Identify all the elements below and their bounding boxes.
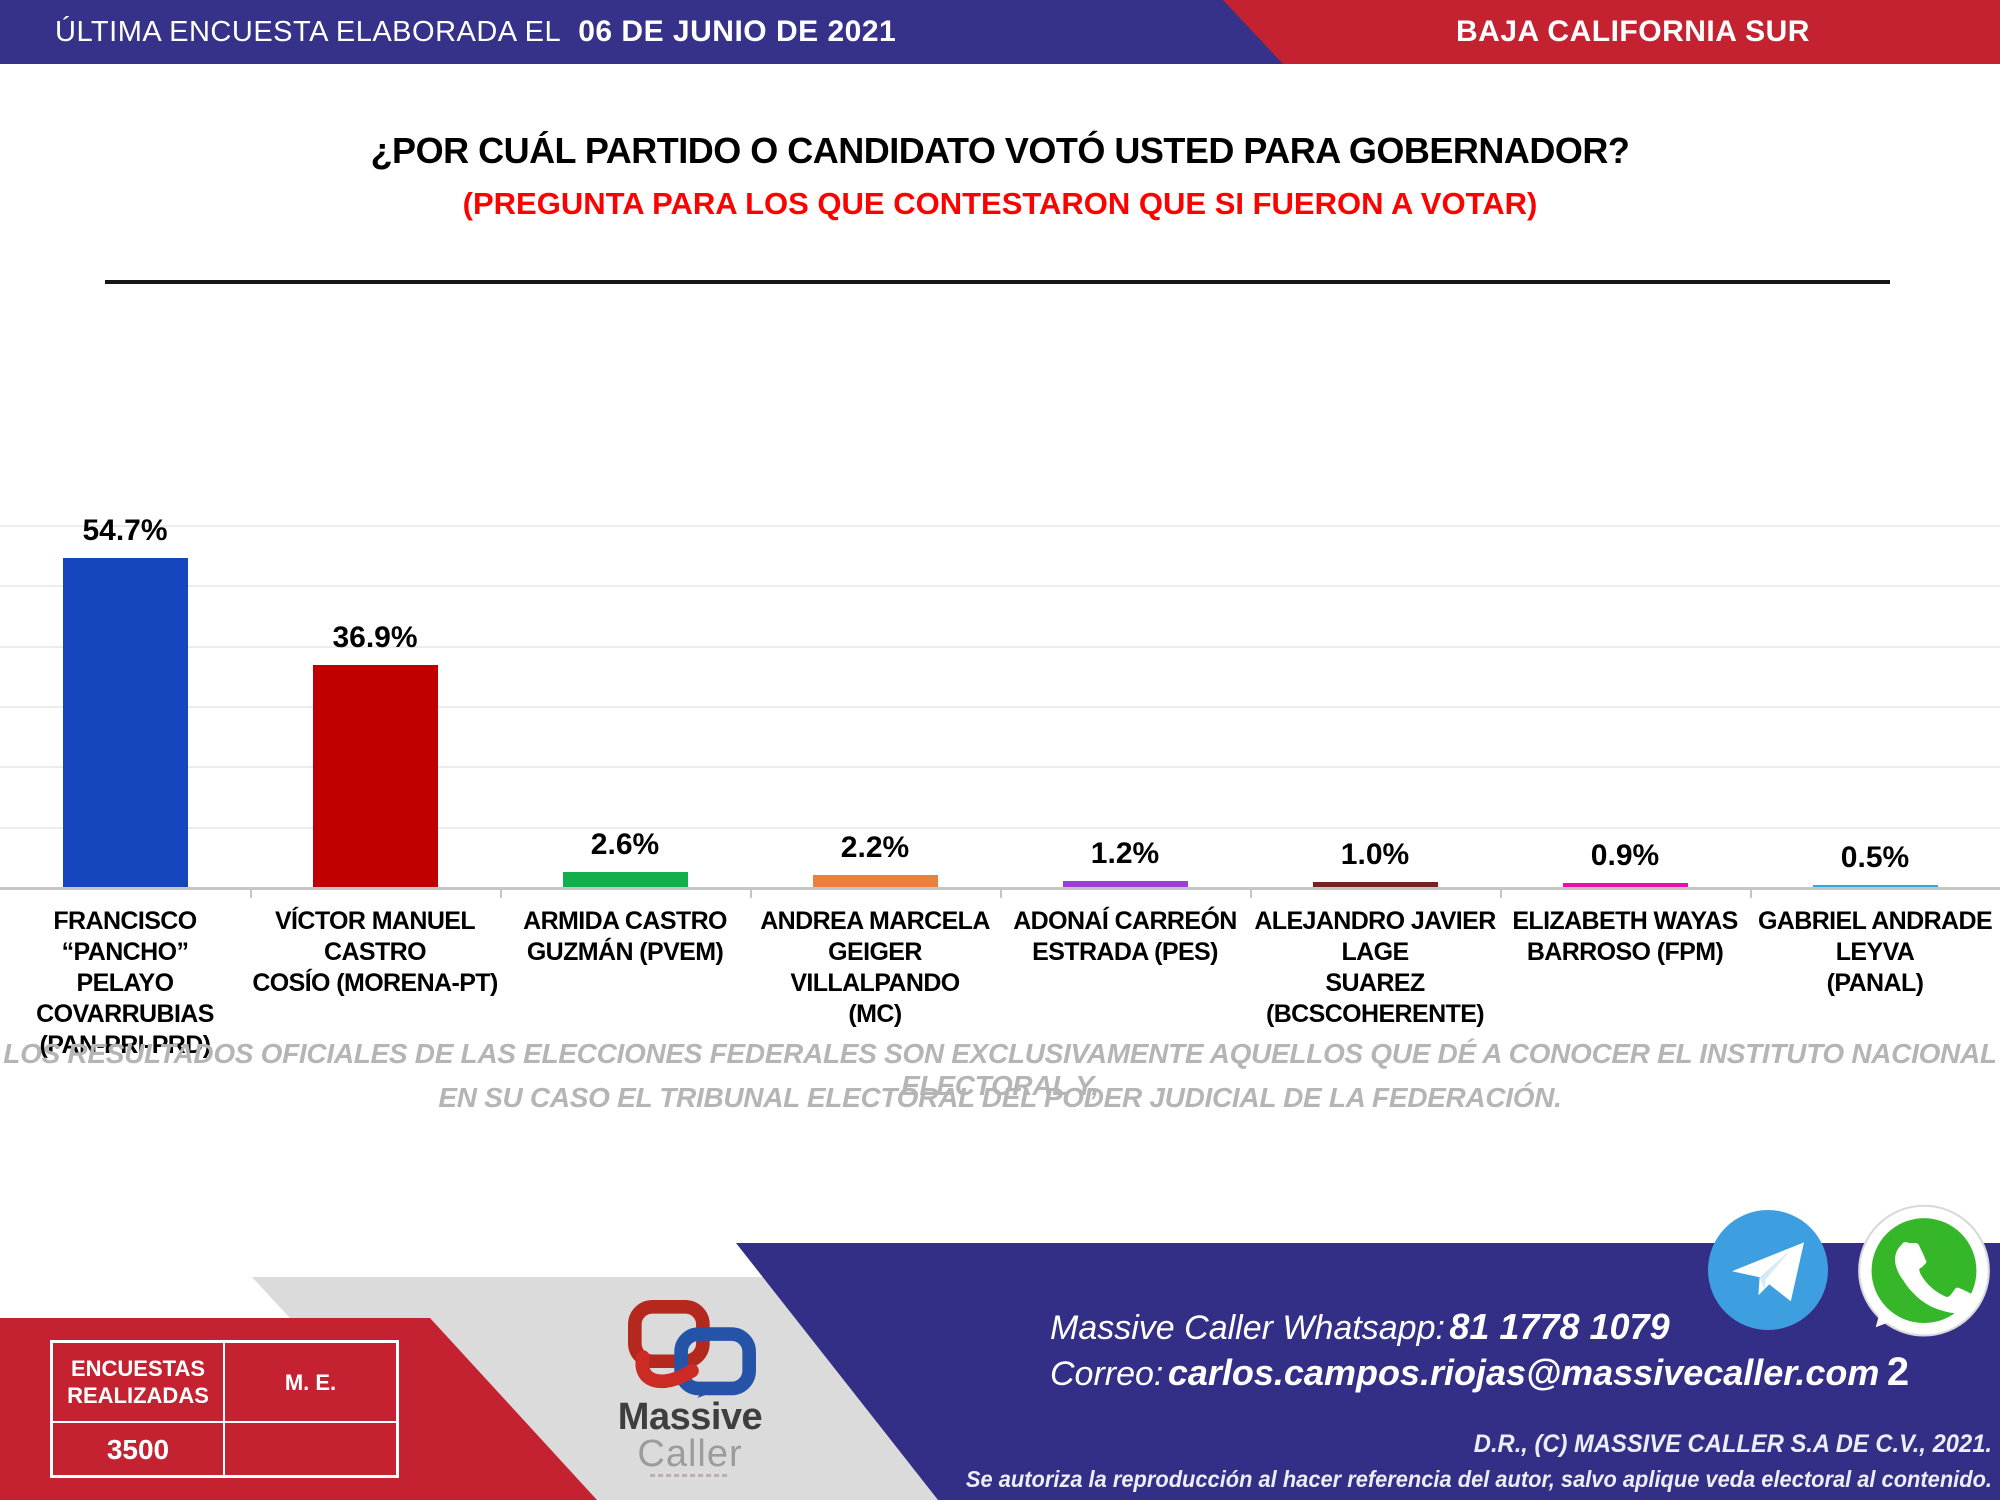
bar-value-label-6: 0.9% bbox=[1590, 839, 1660, 872]
email-address[interactable]: carlos.campos.riojas@massivecaller.com bbox=[1167, 1352, 1880, 1393]
telegram-icon[interactable] bbox=[1708, 1210, 1828, 1330]
bar-value-label-7: 0.5% bbox=[1840, 841, 1910, 874]
survey-date-value: 06 DE JUNIO DE 2021 bbox=[578, 15, 897, 48]
title-divider bbox=[105, 280, 1890, 284]
email-contact-line: Correo: carlos.campos.riojas@massivecall… bbox=[1050, 1352, 1879, 1394]
category-label-5: ALEJANDRO JAVIER LAGE SUAREZ (BCSCOHERENT… bbox=[1254, 907, 1496, 1028]
axis-tick-4 bbox=[1000, 887, 1002, 898]
stats-value-me bbox=[224, 1422, 397, 1476]
category-labels: FRANCISCO “PANCHO” PELAYO COVARRUBIAS (PAN… bbox=[0, 906, 2000, 1059]
gridline-20 bbox=[0, 766, 2000, 769]
page-subtitle: (PREGUNTA PARA LOS QUE CONTESTARON QUE S… bbox=[462, 186, 1538, 221]
stats-value-encuestas: 3500 bbox=[52, 1422, 224, 1476]
category-label-0: FRANCISCO “PANCHO” PELAYO COVARRUBIAS (PAN… bbox=[36, 907, 214, 1059]
axis-tick-7 bbox=[1750, 887, 1752, 898]
page-number: 2 bbox=[1886, 1350, 1910, 1394]
disclaimer-line1: LOS RESULTADOS OFICIALES DE LAS ELECCION… bbox=[3, 1038, 1997, 1101]
whatsapp-label: Massive Caller Whatsapp: bbox=[1050, 1309, 1445, 1347]
logo-word-massive: Massive bbox=[617, 1396, 763, 1438]
gridline-10 bbox=[0, 826, 2000, 829]
chart-bar-4 bbox=[1062, 881, 1188, 888]
bar-value-label-4: 1.2% bbox=[1090, 837, 1160, 870]
bar-value-label-2: 2.6% bbox=[590, 828, 660, 861]
state-name: BAJA CALIFORNIA SUR bbox=[1456, 15, 1810, 48]
category-label-1: VÍCTOR MANUEL CASTRO COSÍO (MORENA-PT) bbox=[252, 907, 498, 997]
bar-value-label-3: 2.2% bbox=[840, 831, 910, 864]
category-label-3: ANDREA MARCELA GEIGER VILLALPANDO (MC) bbox=[760, 907, 990, 1028]
chart-bar-6 bbox=[1562, 883, 1688, 888]
survey-date-label: ÚLTIMA ENCUESTA ELABORADA EL bbox=[55, 16, 562, 48]
copyright-line1: D.R., (C) MASSIVE CALLER S.A DE C.V., 20… bbox=[1473, 1430, 1992, 1458]
category-label-4: ADONAÍ CARREÓN ESTRADA (PES) bbox=[1013, 907, 1237, 966]
axis-tick-6 bbox=[1500, 887, 1502, 898]
axis-tick-3 bbox=[750, 887, 752, 898]
bar-value-label-0: 54.7% bbox=[82, 514, 168, 547]
chart-bar-1 bbox=[312, 665, 438, 888]
gridline-50 bbox=[0, 585, 2000, 588]
logo-word-caller: Caller bbox=[637, 1433, 743, 1475]
email-label: Correo: bbox=[1050, 1355, 1164, 1393]
top-banner bbox=[0, 0, 2000, 64]
category-label-6: ELIZABETH WAYAS BARROSO (FPM) bbox=[1512, 907, 1738, 966]
bar-value-label-1: 36.9% bbox=[332, 621, 418, 654]
survey-stats-table: ENCUESTAS REALIZADAS M. E. 3500 bbox=[50, 1340, 399, 1478]
bar-value-label-5: 1.0% bbox=[1340, 838, 1410, 871]
axis-tick-5 bbox=[1250, 887, 1252, 898]
page-title: ¿POR CUÁL PARTIDO O CANDIDATO VOTÓ USTED… bbox=[370, 130, 1630, 171]
disclaimer-line2: EN SU CASO EL TRIBUNAL ELECTORAL DEL POD… bbox=[438, 1082, 1562, 1113]
stats-header-encuestas: ENCUESTAS REALIZADAS bbox=[52, 1342, 224, 1422]
whatsapp-contact-line: Massive Caller Whatsapp: 81 1778 1079 bbox=[1050, 1306, 1670, 1348]
chart-bar-0 bbox=[62, 558, 188, 888]
chart-bar-7 bbox=[1812, 885, 1938, 888]
stats-header-me: M. E. bbox=[224, 1342, 397, 1422]
massive-caller-logo-icon bbox=[628, 1300, 756, 1398]
gridline-60 bbox=[0, 525, 2000, 527]
category-label-7: GABRIEL ANDRADE LEYVA (PANAL) bbox=[1757, 907, 1993, 997]
copyright-line2: Se autoriza la reproducción al hacer ref… bbox=[965, 1466, 1992, 1492]
category-label-2: ARMIDA CASTRO GUZMÁN (PVEM) bbox=[523, 907, 727, 966]
top-banner-blue-shape bbox=[0, 0, 1283, 64]
chart-plot: 54.7% 36.9% 2.6% 2.2% 1.2% 1.0% 0.9% 0.5% bbox=[0, 514, 2000, 888]
chart-bar-5 bbox=[1312, 882, 1438, 888]
axis-tick-1 bbox=[250, 887, 252, 898]
gridline-30 bbox=[0, 706, 2000, 708]
axis-tick-2 bbox=[500, 887, 502, 898]
logo-tagline-decoration bbox=[650, 1474, 730, 1477]
gridline-40 bbox=[0, 645, 2000, 648]
chart-bar-3 bbox=[812, 875, 938, 888]
whatsapp-number: 81 1778 1079 bbox=[1449, 1306, 1670, 1347]
survey-date-text: ÚLTIMA ENCUESTA ELABORADA EL 06 DE JUNIO… bbox=[55, 0, 896, 64]
chart-bar-2 bbox=[562, 872, 688, 888]
whatsapp-icon[interactable] bbox=[1855, 1203, 1993, 1341]
